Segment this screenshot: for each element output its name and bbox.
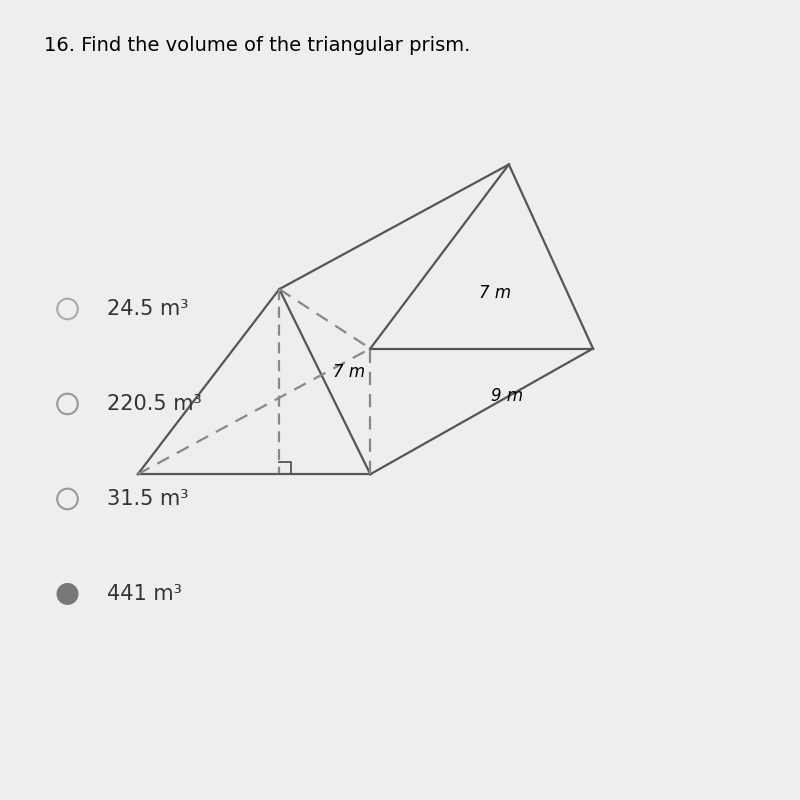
Text: 441 m³: 441 m³ <box>107 584 182 604</box>
Text: 7 m: 7 m <box>333 363 365 382</box>
Text: 31.5 m³: 31.5 m³ <box>107 489 189 509</box>
Text: 9 m: 9 m <box>491 387 523 405</box>
Text: 24.5 m³: 24.5 m³ <box>107 299 189 319</box>
Text: 7 m: 7 m <box>479 284 511 302</box>
Text: 16. Find the volume of the triangular prism.: 16. Find the volume of the triangular pr… <box>44 36 470 55</box>
Text: 220.5 m³: 220.5 m³ <box>107 394 202 414</box>
Circle shape <box>58 584 78 604</box>
